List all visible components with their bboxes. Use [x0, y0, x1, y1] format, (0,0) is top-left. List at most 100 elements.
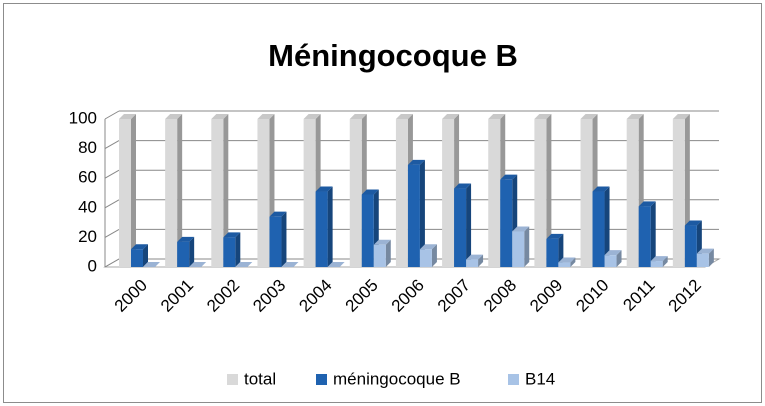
bar-top: [349, 114, 367, 119]
grid-line-side: [104, 169, 120, 179]
bar-top: [454, 183, 472, 189]
bar-top: [211, 114, 229, 119]
bar-side: [546, 114, 552, 267]
bar-side: [604, 186, 610, 267]
bar-side: [431, 244, 437, 267]
y-tick-label: 0: [88, 256, 97, 275]
bar: [407, 164, 420, 267]
legend-swatch: [316, 374, 327, 385]
bar: [558, 262, 571, 267]
bar-top: [672, 114, 690, 119]
bar: [672, 119, 685, 267]
bar-top: [257, 114, 275, 119]
bar-top: [361, 189, 379, 195]
bar-side: [570, 257, 576, 267]
bar-top: [626, 114, 644, 119]
bar-top: [303, 114, 321, 119]
bar-top: [442, 114, 460, 119]
bar-side: [662, 256, 668, 267]
bar-top: [534, 114, 552, 119]
legend-label: méningocoque B: [333, 369, 461, 388]
grid-line-side: [104, 110, 120, 120]
bar-top: [580, 114, 598, 119]
bar-top: [131, 244, 148, 250]
bar-side: [419, 159, 425, 267]
bar-top: [223, 232, 241, 238]
bar-top: [269, 211, 287, 217]
bar-top: [395, 114, 413, 119]
bar: [604, 255, 617, 267]
bar-side: [327, 186, 333, 267]
bar: [696, 253, 709, 267]
bar: [442, 119, 455, 267]
bar: [269, 216, 282, 267]
bar: [534, 119, 547, 267]
bar-top: [604, 250, 622, 256]
bar: [373, 244, 386, 267]
bar-side: [650, 201, 656, 267]
bar: [177, 241, 190, 267]
bar-side: [524, 226, 530, 267]
bar-side: [478, 254, 484, 267]
bar-top: [281, 262, 299, 267]
y-tick-label: 60: [78, 168, 97, 187]
y-tick-label: 100: [69, 108, 97, 127]
bar-top: [650, 256, 668, 262]
bar: [626, 119, 639, 267]
bar-top: [512, 226, 530, 232]
bar-top: [373, 239, 391, 245]
bar-side: [223, 114, 229, 267]
bar-top: [189, 262, 207, 267]
bar-top: [327, 262, 345, 267]
bar: [119, 119, 131, 267]
bar: [546, 238, 559, 267]
bar: [684, 225, 697, 267]
bar-side: [235, 232, 241, 267]
bar-top: [696, 248, 714, 254]
bar: [211, 119, 224, 267]
bar-side: [466, 183, 472, 267]
bar-top: [466, 254, 484, 260]
bar-top: [119, 114, 136, 119]
bar-side: [558, 233, 564, 267]
bar: [580, 119, 593, 267]
bar-side: [616, 250, 622, 267]
grid-line-side: [104, 199, 120, 209]
bar-side: [281, 211, 287, 267]
bar: [638, 206, 651, 267]
bar-top: [419, 244, 437, 250]
bar: [303, 119, 316, 267]
bar: [488, 119, 501, 267]
bar-side: [189, 236, 195, 267]
bar-top: [500, 174, 518, 180]
bar-side: [177, 114, 183, 267]
chart-title: Méningocoque B: [268, 38, 518, 73]
bar: [257, 119, 270, 267]
legend-swatch: [508, 374, 519, 385]
bar-top: [407, 159, 425, 165]
bar: [349, 119, 362, 267]
bar-top: [684, 220, 702, 226]
bar-side: [131, 114, 136, 267]
grid-line-side: [104, 140, 120, 150]
y-tick-label: 80: [78, 138, 97, 157]
bar-top: [235, 262, 253, 267]
bar-top: [592, 186, 610, 192]
bar: [650, 261, 663, 267]
bar-side: [143, 244, 148, 267]
bar-top: [165, 114, 183, 119]
bar: [419, 249, 432, 267]
bar-top: [558, 257, 576, 263]
bar-side: [385, 239, 391, 267]
bar: [315, 191, 328, 267]
bar: [454, 188, 467, 267]
legend-swatch: [227, 374, 238, 385]
legend-label: B14: [525, 369, 555, 388]
grid-line-side: [104, 258, 120, 268]
bar-top: [546, 233, 564, 239]
grid-line-side: [104, 228, 120, 238]
bar: [500, 179, 513, 267]
bar-top: [488, 114, 506, 119]
bar: [131, 249, 143, 267]
